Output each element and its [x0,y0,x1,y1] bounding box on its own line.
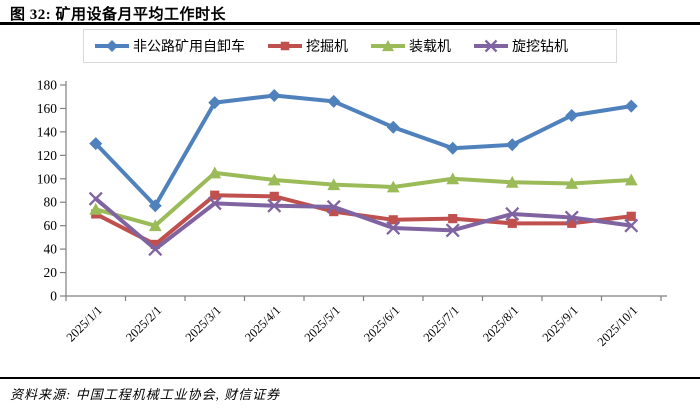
x-marker [148,242,163,257]
diamond-marker [148,199,162,213]
diamond-marker [267,89,281,103]
x-marker [624,218,639,233]
y-tick-label: 60 [44,218,58,233]
series-line [93,93,634,208]
triangle-marker [565,177,579,189]
x-marker [445,223,460,238]
x-ticks [65,296,662,301]
square-marker [626,211,636,221]
y-tick-label: 160 [37,101,58,116]
y-axis: 0 20 40 60 80 100 120 140 160 180 [37,78,66,304]
y-tick-label: 80 [44,195,58,210]
x-marker [207,196,222,211]
series-square [91,190,636,250]
square-marker [388,215,398,225]
x-tick-label: 2025/2/1 [123,303,164,344]
triangle-marker [386,180,400,193]
y-tick-label: 180 [37,78,58,93]
x-tick-label: 2025/1/1 [64,303,105,344]
square-marker [507,218,517,228]
x-tick-label: 2025/7/1 [421,303,462,344]
triangle-marker [382,40,394,52]
x-marker [267,198,282,213]
triangle-marker [505,175,519,188]
footer-rule [0,377,700,379]
x-marker [326,199,341,214]
legend-triangle-icon [371,40,405,52]
series-diamond [89,89,638,213]
triangle-marker [148,219,162,232]
series-line [93,170,634,228]
chart-legend: 非公路矿用自卸车 挖掘机 装载机 旋挖钻机 [83,29,617,63]
x-tick-label: 2025/3/1 [183,303,224,344]
diamond-marker [624,99,638,113]
legend-label: 装载机 [409,40,451,55]
diamond-marker [386,120,400,134]
square-marker [448,214,458,224]
triangle-marker [624,173,638,186]
series-line [93,193,634,247]
x-tick-label: 2025/4/1 [242,303,283,344]
y-tick-label: 100 [37,171,58,186]
diamond-marker [89,137,103,151]
legend-label: 旋挖钻机 [512,40,568,55]
y-tick-label: 20 [44,265,58,280]
y-tick-label: 120 [37,148,58,163]
legend-label: 挖掘机 [306,40,348,55]
x-marker [88,191,103,206]
series-triangle [89,166,638,232]
diamond-marker [208,96,222,110]
x-marker [484,39,498,53]
legend-square-icon [268,41,302,51]
triangle-marker [208,166,222,179]
diamond-marker [106,40,118,52]
series-line [93,196,634,252]
axes [65,81,667,297]
x-marker [564,210,579,225]
figure-title: 图 32: 矿用设备月平均工作时长 [10,7,226,23]
legend-item: 旋挖钻机 [473,36,568,56]
y-tick-label: 0 [50,289,57,304]
y-tick-label: 140 [37,124,58,139]
triangle-marker [327,178,341,191]
legend-item: 非公路矿用自卸车 [94,36,245,56]
x-marker [505,206,520,221]
diamond-marker [565,108,579,122]
title-rule [0,22,700,25]
line-chart: 0 20 40 60 80 100 120 140 160 180 2025/1/1 2025/2/1… [37,78,667,349]
diamond-marker [446,141,460,155]
x-tick-label: 2025/5/1 [302,303,343,344]
triangle-marker [89,202,103,215]
x-tick-label: 2025/6/1 [361,303,402,344]
square-marker [269,191,279,201]
legend-label: 非公路矿用自卸车 [133,40,245,55]
triangle-marker [267,173,281,186]
triangle-marker [446,172,460,185]
square-marker [150,239,160,250]
x-tick-label: 2025/10/1 [595,303,641,349]
x-tick-label: 2025/8/1 [480,303,521,344]
source-note: 资料来源: 中国工程机械工业协会, 财信证券 [10,387,281,402]
series-x [88,191,639,257]
x-tick-label: 2025/9/1 [540,303,581,344]
y-tick-label: 40 [44,242,58,257]
diamond-marker [327,94,341,108]
square-marker [567,218,577,228]
square-marker [210,190,220,200]
diamond-marker [505,138,519,152]
legend-diamond-icon [95,40,129,52]
legend-x-icon [474,39,508,53]
square-marker [329,207,339,217]
x-axis-labels: 2025/1/1 2025/2/1 2025/3/1 2025/4/1 2025/5/1… [64,303,641,349]
legend-item: 挖掘机 [267,36,348,56]
square-marker [280,41,290,51]
legend-item: 装载机 [370,36,451,56]
x-marker [386,220,401,236]
